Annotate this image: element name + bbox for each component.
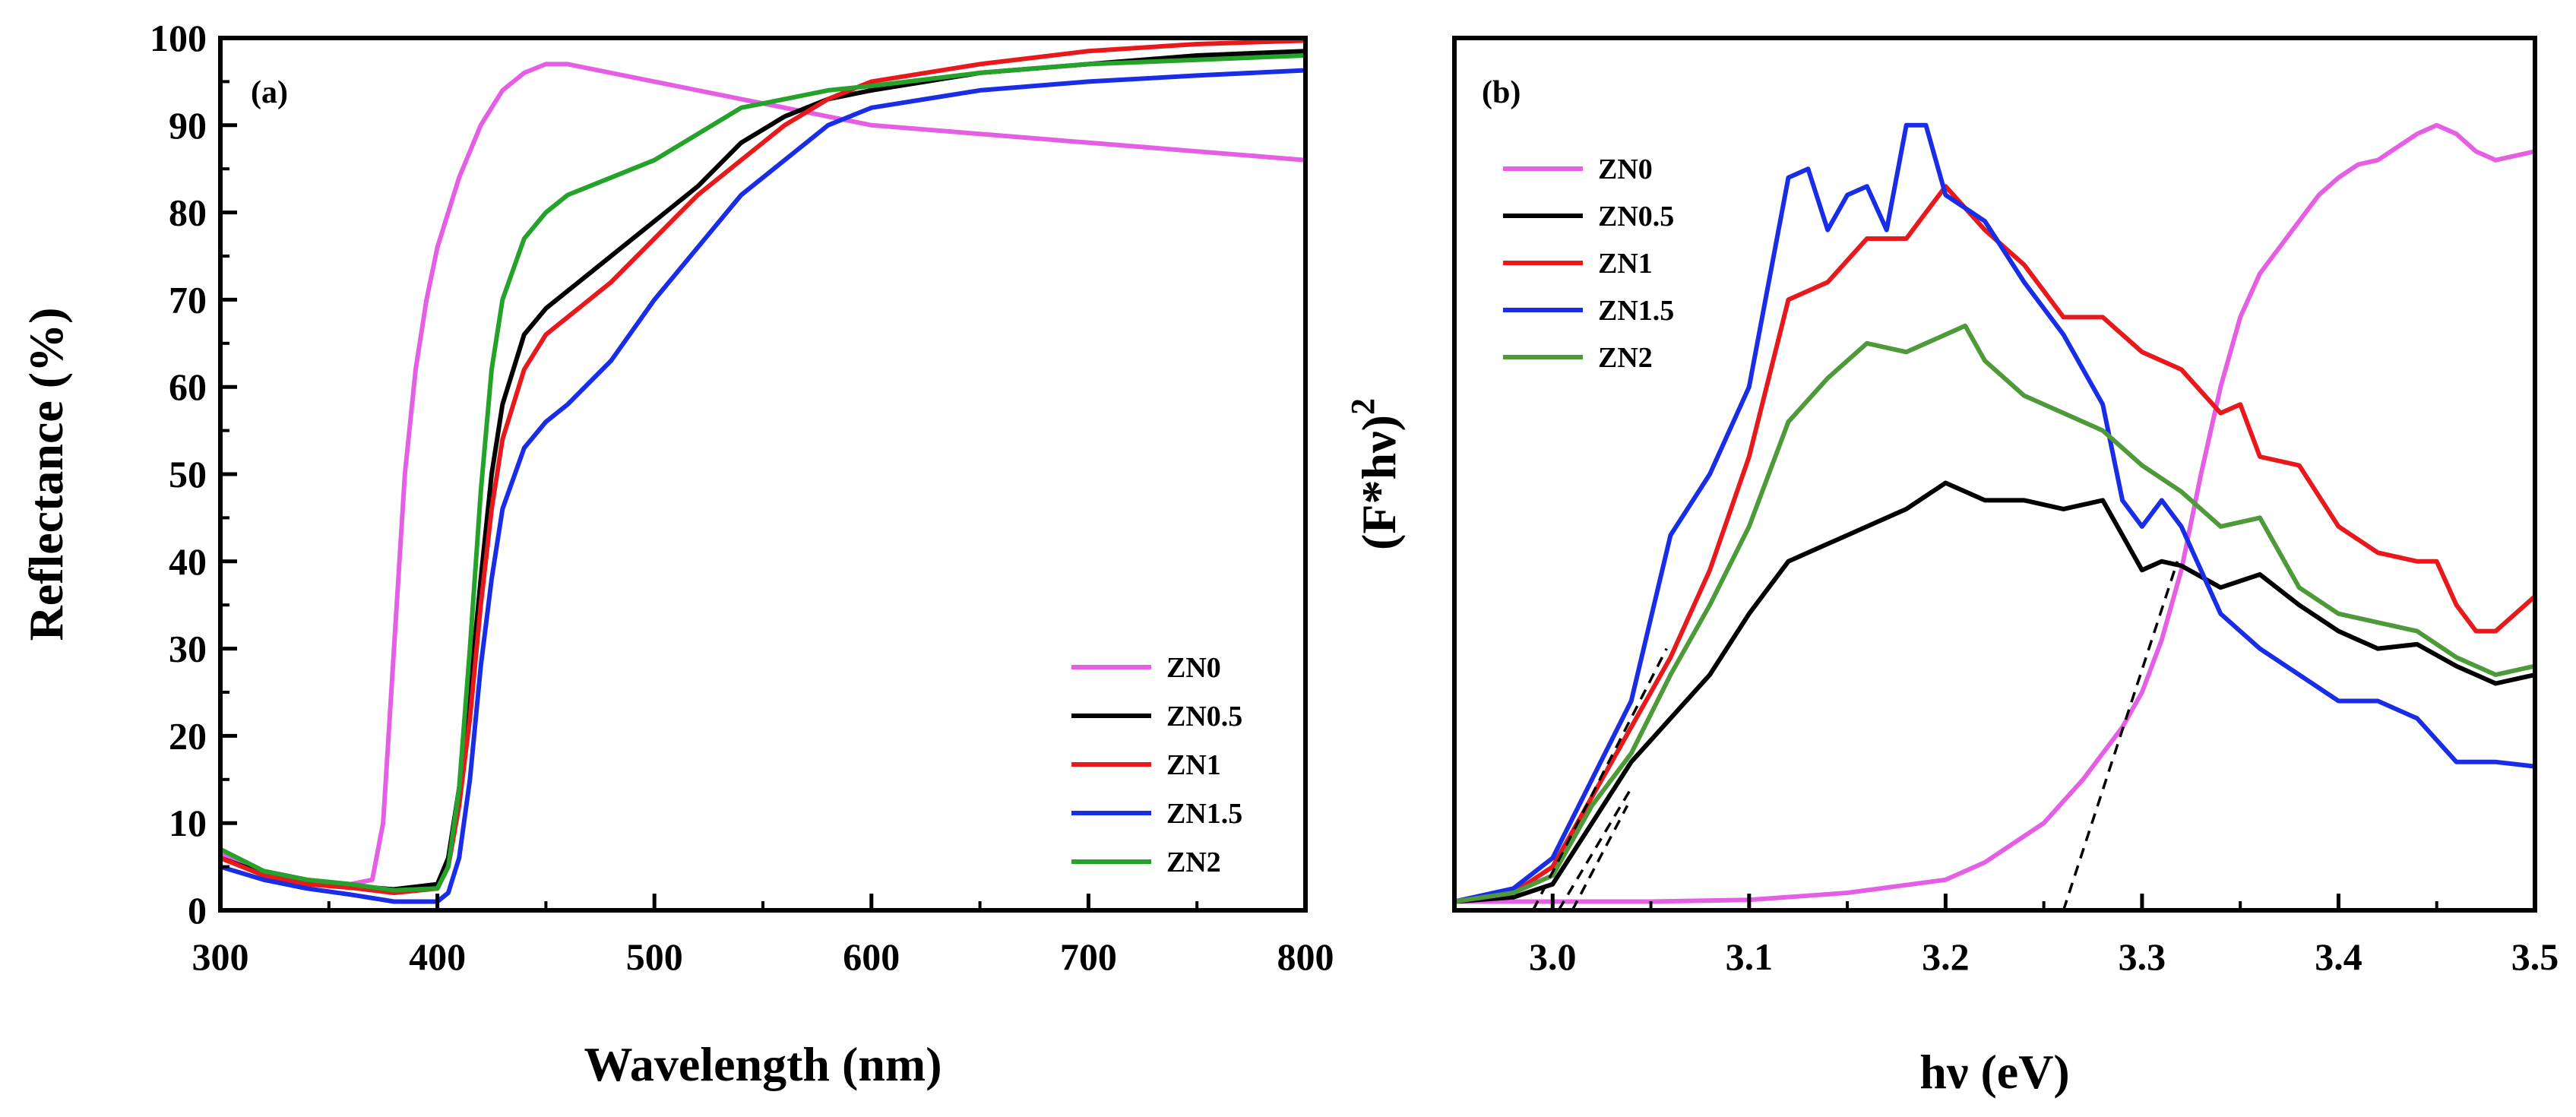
panel-b-y-axis-title: (F*hν)2 — [1344, 398, 1406, 550]
panel-b-ticks: 3.0 3.1 3.2 3.3 3.4 3.5 — [1529, 894, 2559, 978]
panel-a-series-line-zn0 — [220, 62, 1305, 887]
panel-a-legend-label-zn1-5: ZN1.5 — [1166, 798, 1242, 830]
panel-b-series-line-zn0-5 — [1454, 480, 2535, 904]
panel-a-x-tick-label: 600 — [843, 935, 900, 978]
panel-a-legend-label-zn1: ZN1 — [1166, 749, 1221, 781]
panel-a-y-tick-label: 40 — [169, 540, 207, 583]
panel-a-y-tick-label: 80 — [169, 191, 207, 234]
panel-b-tag: (b) — [1482, 75, 1521, 110]
panel-a-reflectance-chart: 300 400 500 600 700 800 0 10 20 30 40 50 60 70 80 90 100… — [19, 17, 1334, 1091]
panel-b-kubelka-munk-chart: 3.0 3.1 3.2 3.3 3.4 3.5 (b) hν (eV) (F*hν)2 Z… — [1344, 36, 2559, 1099]
panel-b-series-line-zn2 — [1454, 323, 2535, 904]
panel-a-y-tick-label: 0 — [188, 889, 207, 932]
panel-b-legend-label-zn1-5: ZN1.5 — [1598, 295, 1674, 327]
panel-a-y-tick-label: 60 — [169, 365, 207, 408]
panel-b-x-tick-label: 3.3 — [2119, 935, 2166, 978]
panel-b-x-tick-label: 3.4 — [2315, 935, 2362, 978]
panel-b-legend-label-zn0: ZN0 — [1598, 153, 1653, 185]
panel-a-x-tick-label: 500 — [626, 935, 683, 978]
panel-a-y-tick-label: 50 — [169, 453, 207, 495]
panel-b-legend: ZN0 ZN0.5 ZN1 ZN1.5 ZN2 — [1503, 153, 1674, 374]
panel-a-legend: ZN0 ZN0.5 ZN1 ZN1.5 ZN2 — [1071, 652, 1242, 878]
panel-b-series-line-zn0 — [1454, 122, 2535, 904]
panel-b-y-axis-title-exponent: 2 — [1344, 398, 1381, 415]
panel-b-series-line-zn1-5 — [1454, 122, 2535, 904]
panel-a-series-line-zn2 — [220, 53, 1305, 893]
panel-a-x-tick-label: 800 — [1277, 935, 1334, 978]
panel-b-tangent-line-1 — [1531, 647, 1668, 910]
panel-b-legend-label-zn1: ZN1 — [1598, 248, 1653, 280]
panel-a-y-tick-label: 30 — [169, 628, 207, 670]
panel-a-y-tick-label: 70 — [169, 278, 207, 321]
panel-b-x-tick-label: 3.2 — [1922, 935, 1970, 978]
panel-a-ticks: 300 400 500 600 700 800 0 10 20 30 40 50 60 70 80 90 100 — [150, 17, 1334, 978]
panel-a-y-axis-title: Reflectance (%) — [19, 308, 73, 641]
panel-b-x-tick-label: 3.0 — [1529, 935, 1577, 978]
panel-b-x-tick-label: 3.5 — [2511, 935, 2559, 978]
panel-b-legend-label-zn2: ZN2 — [1598, 342, 1653, 374]
panel-b-y-axis-title-base: (F*hν) — [1352, 415, 1406, 550]
panel-a-tag: (a) — [251, 75, 288, 110]
panel-b-plot-area — [1454, 122, 2535, 910]
panel-b-legend-label-zn0-5: ZN0.5 — [1598, 201, 1674, 233]
panel-a-series-line-zn1-5 — [220, 68, 1305, 904]
panel-b-frame — [1452, 36, 2537, 913]
panel-a-y-tick-label: 90 — [169, 104, 207, 147]
panel-b-tangent-line-2 — [1557, 787, 1633, 910]
panel-a-y-tick-label: 20 — [169, 714, 207, 757]
panel-a-y-tick-label: 100 — [150, 17, 207, 59]
panel-a-frame — [218, 36, 1308, 913]
panel-b-x-tick-label: 3.1 — [1726, 935, 1774, 978]
panel-b-series-line-zn1 — [1454, 184, 2535, 904]
panel-b-x-axis-title: hν (eV) — [1919, 1045, 2069, 1099]
panel-a-y-tick-label: 10 — [169, 802, 207, 844]
panel-a-legend-label-zn0-5: ZN0.5 — [1166, 701, 1242, 733]
svg-text:(F*hν)2: (F*hν)2 — [1344, 398, 1406, 550]
panel-a-x-tick-label: 300 — [192, 935, 249, 978]
panel-b-tangent-line-4 — [2062, 561, 2179, 910]
panel-a-x-axis-title: Wavelength (nm) — [584, 1037, 941, 1091]
panel-b-tangent-line-3 — [1571, 805, 1629, 910]
panel-a-legend-label-zn2: ZN2 — [1166, 846, 1221, 878]
panel-a-plot-area — [220, 38, 1305, 904]
panel-a-x-tick-label: 700 — [1060, 935, 1117, 978]
panel-a-legend-label-zn0: ZN0 — [1166, 652, 1221, 684]
panel-a-x-tick-label: 400 — [409, 935, 466, 978]
